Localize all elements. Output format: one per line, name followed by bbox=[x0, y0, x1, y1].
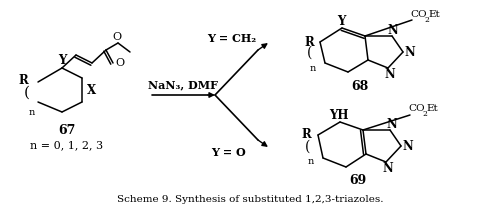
Text: N: N bbox=[388, 23, 398, 36]
Text: N: N bbox=[386, 117, 398, 130]
Text: 2: 2 bbox=[422, 110, 427, 118]
Text: Et: Et bbox=[426, 103, 438, 112]
Text: N: N bbox=[382, 162, 394, 174]
Text: n: n bbox=[308, 158, 314, 166]
Text: Scheme 9. Synthesis of substituted 1,2,3-triazoles.: Scheme 9. Synthesis of substituted 1,2,3… bbox=[117, 194, 384, 204]
Text: YH: YH bbox=[329, 109, 349, 122]
Text: (: ( bbox=[24, 86, 30, 100]
Text: 2: 2 bbox=[424, 16, 429, 24]
Text: Y = CH₂: Y = CH₂ bbox=[208, 33, 256, 43]
Text: R: R bbox=[304, 35, 314, 48]
Text: n: n bbox=[310, 63, 316, 73]
Text: (: ( bbox=[306, 140, 310, 154]
Text: Y = O: Y = O bbox=[210, 146, 246, 158]
Text: CO: CO bbox=[408, 103, 424, 112]
Text: n: n bbox=[29, 108, 35, 117]
Text: (: ( bbox=[308, 46, 312, 60]
Text: 67: 67 bbox=[58, 124, 76, 137]
Text: Y: Y bbox=[58, 54, 66, 67]
Text: 69: 69 bbox=[350, 174, 366, 187]
Text: N: N bbox=[384, 68, 396, 81]
Text: Y: Y bbox=[337, 14, 345, 27]
Text: O: O bbox=[112, 32, 122, 42]
Text: Et: Et bbox=[428, 9, 440, 19]
Text: O: O bbox=[116, 58, 124, 68]
Text: n = 0, 1, 2, 3: n = 0, 1, 2, 3 bbox=[30, 140, 104, 150]
Text: R: R bbox=[301, 128, 311, 140]
Text: N: N bbox=[404, 46, 415, 59]
Text: N: N bbox=[402, 139, 413, 152]
Text: X: X bbox=[87, 83, 96, 96]
Text: CO: CO bbox=[410, 9, 426, 19]
Text: R: R bbox=[18, 74, 28, 87]
Text: 68: 68 bbox=[352, 80, 368, 92]
Text: NaN₃, DMF: NaN₃, DMF bbox=[148, 80, 218, 90]
